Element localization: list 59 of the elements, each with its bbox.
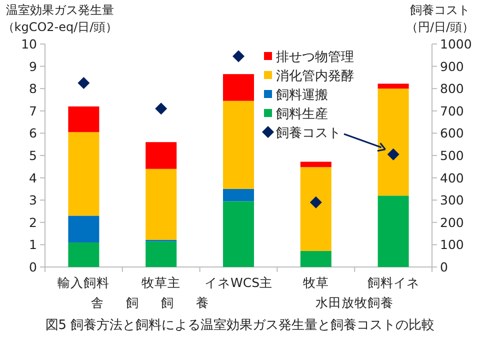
bar (68, 132, 100, 216)
y-tick-label: 10 (21, 36, 38, 52)
bar (223, 201, 254, 267)
legend-label: 飼料生産 (276, 106, 328, 122)
y-tick-label: 1 (29, 237, 37, 252)
legend-label: 飼養コスト (276, 126, 341, 141)
y2-tick-label: 300 (440, 192, 464, 208)
y2-tick-label: 100 (440, 237, 464, 252)
bar (146, 241, 177, 267)
bar (68, 106, 100, 132)
y2-tick-label: 1000 (440, 36, 472, 52)
y2-tick-label: 900 (440, 58, 464, 74)
bar (223, 100, 254, 189)
bar (300, 167, 332, 251)
bar (378, 84, 409, 89)
y-tick-label: 8 (29, 81, 38, 96)
y-axis-title: 温室効果ガス発生量（kgCO2-eq/日/頭） (2, 3, 118, 34)
bar (378, 196, 409, 267)
point (232, 50, 244, 62)
y2-tick-label: 400 (440, 170, 464, 186)
y-tick-label: 0 (29, 260, 38, 274)
bar (146, 142, 177, 169)
text: 水田放牧飼養 (316, 295, 394, 310)
bar (68, 216, 100, 242)
y2-tick-label: 500 (440, 148, 464, 163)
y-tick-label: 4 (29, 170, 38, 186)
y-tick-label: 5 (29, 148, 37, 163)
point (155, 102, 168, 115)
y2-tick-label: 800 (440, 81, 464, 96)
y2-tick-label: 200 (440, 214, 464, 230)
point (78, 77, 90, 90)
y-tick-label: 9 (29, 58, 38, 74)
y2-tick-label: 700 (440, 103, 464, 118)
y-tick-label: 6 (29, 126, 38, 141)
y2-tick-label: 600 (440, 126, 464, 141)
bar (300, 250, 332, 267)
x-tick-label: イネWCS主 (204, 275, 273, 290)
x-tick-label: 牧草 (302, 275, 329, 290)
bar (300, 162, 332, 168)
point (310, 196, 322, 208)
x-tick-label: 輸入飼料 (58, 275, 110, 290)
bar (68, 242, 100, 267)
y2-tick-label: 0 (440, 260, 448, 274)
x-tick-label: 飼料イネ (367, 275, 420, 290)
x-tick-label: 牧草主 (142, 275, 181, 290)
bar (223, 188, 254, 202)
y-tick-label: 7 (29, 103, 37, 118)
text: 図5 飼養方法と飼料による温室効果ガス発生量と飼養コストの比較 (45, 317, 435, 333)
legend-label: 消化管内発酵 (276, 69, 354, 84)
bar (378, 88, 409, 196)
y2-axis-title: 飼養コスト（円/日/頭） (406, 3, 474, 34)
bar (223, 74, 254, 101)
legend-label: 飼料運搬 (276, 88, 328, 103)
legend-label: 排せつ物管理 (276, 50, 354, 65)
y-tick-label: 2 (29, 214, 37, 230)
text: 舎飼飼養 (91, 295, 232, 310)
y-tick-label: 3 (29, 192, 37, 208)
bar (146, 168, 177, 240)
point (387, 148, 400, 160)
